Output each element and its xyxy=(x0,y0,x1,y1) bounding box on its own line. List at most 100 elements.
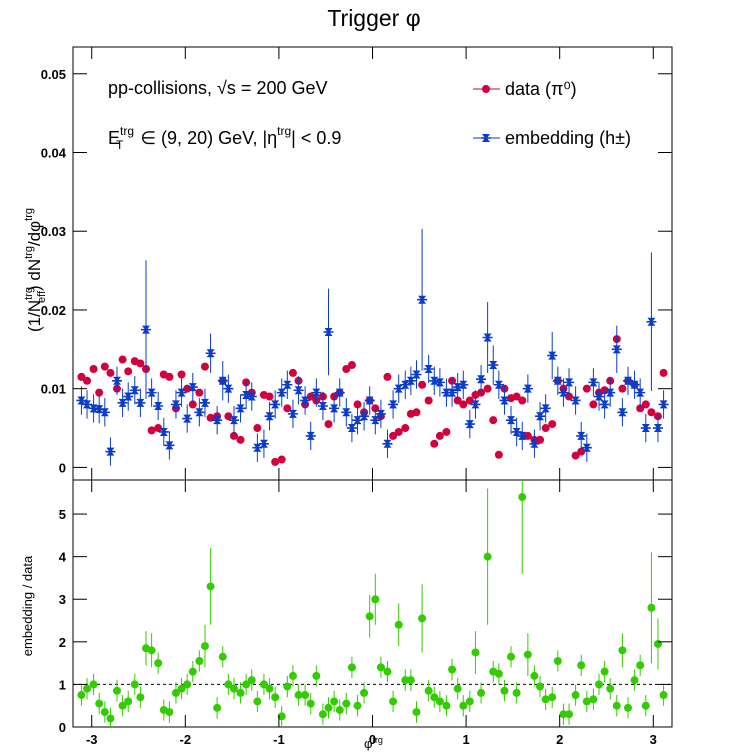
marker xyxy=(182,414,193,423)
y-axis-label: embedding / data xyxy=(20,555,35,656)
marker xyxy=(195,656,204,665)
marker xyxy=(406,676,415,685)
marker xyxy=(324,420,333,429)
marker xyxy=(507,652,516,661)
marker xyxy=(153,401,164,410)
marker xyxy=(435,431,444,440)
marker xyxy=(323,327,334,336)
marker xyxy=(311,388,322,397)
marker xyxy=(388,400,399,409)
marker xyxy=(588,378,599,387)
marker xyxy=(228,416,239,425)
marker xyxy=(136,693,145,702)
marker xyxy=(652,424,663,433)
marker xyxy=(434,378,445,387)
marker xyxy=(165,372,174,381)
marker xyxy=(423,364,434,373)
marker xyxy=(218,652,227,661)
marker xyxy=(489,416,498,425)
marker xyxy=(576,431,587,440)
marker xyxy=(471,648,480,657)
marker xyxy=(500,686,509,695)
y-tick-label: 5 xyxy=(59,507,66,522)
marker xyxy=(488,361,499,370)
marker xyxy=(522,384,533,393)
marker xyxy=(347,361,356,370)
marker xyxy=(606,684,615,693)
y-axis-label-part: ) dN xyxy=(25,259,44,291)
marker xyxy=(412,408,421,417)
marker xyxy=(224,680,233,689)
x-tick-label: -2 xyxy=(180,732,192,747)
marker xyxy=(476,375,487,384)
marker xyxy=(441,388,452,397)
marker xyxy=(177,370,186,379)
marker xyxy=(547,351,558,360)
marker xyxy=(341,408,352,417)
marker xyxy=(376,663,385,672)
marker xyxy=(359,412,370,421)
marker xyxy=(229,431,238,440)
marker xyxy=(618,384,627,393)
marker xyxy=(383,372,392,381)
marker xyxy=(529,439,540,448)
marker xyxy=(147,426,156,435)
marker xyxy=(277,712,286,721)
marker xyxy=(235,404,246,413)
marker xyxy=(453,684,462,693)
marker xyxy=(334,388,345,397)
marker xyxy=(506,416,517,425)
marker xyxy=(618,646,627,655)
plot-area xyxy=(76,228,669,466)
marker xyxy=(411,370,422,379)
marker xyxy=(364,396,375,405)
marker xyxy=(482,333,493,342)
marker xyxy=(329,404,340,413)
marker xyxy=(518,396,527,405)
marker xyxy=(430,439,439,448)
marker xyxy=(89,680,98,689)
marker xyxy=(564,378,575,387)
marker xyxy=(418,614,427,623)
marker xyxy=(199,398,210,407)
y-axis-label-part: trg xyxy=(23,246,35,259)
marker xyxy=(483,552,492,561)
marker xyxy=(288,368,297,377)
marker xyxy=(477,688,486,697)
marker xyxy=(370,416,381,425)
marker xyxy=(158,427,169,436)
annotation-part: T xyxy=(116,138,124,152)
marker xyxy=(342,699,351,708)
marker xyxy=(518,493,527,502)
y-tick-label: 3 xyxy=(59,592,66,607)
marker xyxy=(558,388,569,397)
y-tick-label: 4 xyxy=(59,550,67,565)
marker xyxy=(106,368,115,377)
marker xyxy=(659,691,668,700)
marker xyxy=(548,693,557,702)
marker xyxy=(499,396,510,405)
marker xyxy=(629,380,640,389)
marker xyxy=(389,697,398,706)
marker xyxy=(346,424,357,433)
marker xyxy=(635,388,646,397)
y-tick-label: 0 xyxy=(59,720,66,735)
marker xyxy=(88,404,99,413)
marker xyxy=(301,691,310,700)
legend-label: data (π⁰) xyxy=(505,79,577,99)
marker xyxy=(277,455,286,464)
marker xyxy=(430,693,439,702)
plot-area xyxy=(73,480,672,727)
y-tick-label: 0.05 xyxy=(41,67,66,82)
marker xyxy=(577,661,586,670)
marker xyxy=(523,650,532,659)
annotation-part: ∈ (9, 20) GeV, |η xyxy=(135,128,277,148)
marker xyxy=(442,427,451,436)
marker xyxy=(106,714,115,723)
marker xyxy=(371,595,380,604)
marker xyxy=(582,697,591,706)
y-tick-label: 0 xyxy=(59,460,66,475)
marker xyxy=(247,676,256,685)
marker xyxy=(424,396,433,405)
marker xyxy=(571,451,580,460)
